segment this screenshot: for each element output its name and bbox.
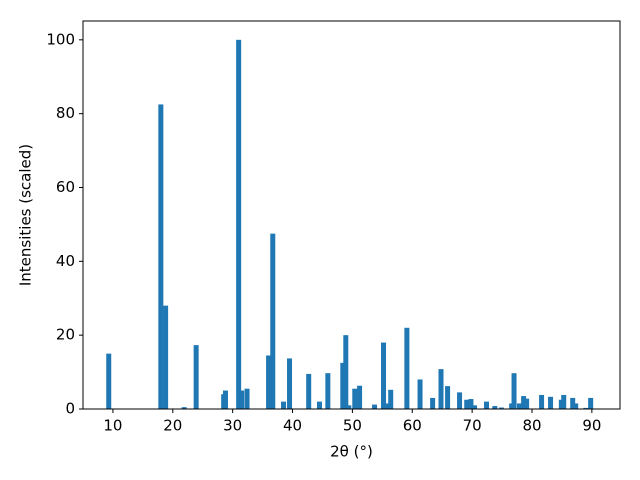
bar — [524, 398, 530, 409]
bar — [281, 401, 287, 409]
x-tick-label: 60 — [403, 417, 422, 435]
bar — [573, 403, 579, 409]
bar — [236, 39, 242, 409]
bar — [270, 233, 276, 409]
bar — [468, 399, 474, 409]
bar — [483, 401, 489, 409]
bar — [548, 396, 554, 409]
bar — [417, 379, 423, 409]
bar — [457, 392, 463, 409]
bar — [193, 345, 199, 409]
y-tick-label: 20 — [56, 326, 75, 344]
bar — [372, 404, 378, 409]
bar — [384, 403, 390, 409]
bar — [521, 396, 527, 409]
bar — [539, 394, 545, 409]
bar — [570, 397, 576, 409]
y-axis-label: Intensities (scaled) — [17, 144, 35, 286]
plot-frame — [82, 20, 621, 410]
bar — [222, 390, 228, 409]
bar — [445, 386, 451, 409]
bar — [498, 407, 504, 409]
x-tick-label: 50 — [343, 417, 362, 435]
bar — [287, 358, 293, 409]
y-tick-label: 80 — [56, 104, 75, 122]
bar — [511, 373, 517, 409]
bar — [316, 401, 322, 409]
bar — [266, 355, 272, 409]
bar — [343, 335, 349, 409]
x-tick-label: 70 — [463, 417, 482, 435]
x-tick-label: 80 — [522, 417, 541, 435]
bar — [158, 104, 164, 409]
bar — [325, 373, 331, 409]
bar — [181, 407, 187, 409]
x-tick-label: 20 — [163, 417, 182, 435]
bar — [346, 405, 352, 409]
bar — [352, 388, 358, 409]
bar — [430, 397, 436, 409]
bar — [381, 342, 387, 409]
bar — [438, 369, 444, 409]
bar — [464, 399, 470, 409]
bar — [340, 362, 346, 409]
bar — [516, 403, 522, 409]
bar — [357, 385, 363, 409]
bar — [163, 305, 169, 409]
bar — [561, 394, 567, 409]
y-tick-label: 60 — [56, 178, 75, 196]
y-tick-label: 100 — [46, 30, 75, 48]
y-tick-label: 40 — [56, 252, 75, 270]
bar — [404, 327, 410, 409]
bar — [106, 353, 112, 409]
x-axis-label: 2θ (°) — [330, 443, 373, 461]
bar — [472, 405, 478, 409]
y-tick-label: 0 — [65, 400, 75, 418]
bar — [306, 373, 312, 409]
bar — [492, 406, 498, 409]
bar — [588, 397, 594, 409]
bar — [388, 389, 394, 409]
x-tick-label: 30 — [223, 417, 242, 435]
bar — [239, 390, 245, 409]
x-tick-label: 40 — [283, 417, 302, 435]
bar — [583, 407, 589, 409]
x-tick-label: 10 — [103, 417, 122, 435]
bar — [244, 388, 250, 409]
x-tick-label: 90 — [582, 417, 601, 435]
